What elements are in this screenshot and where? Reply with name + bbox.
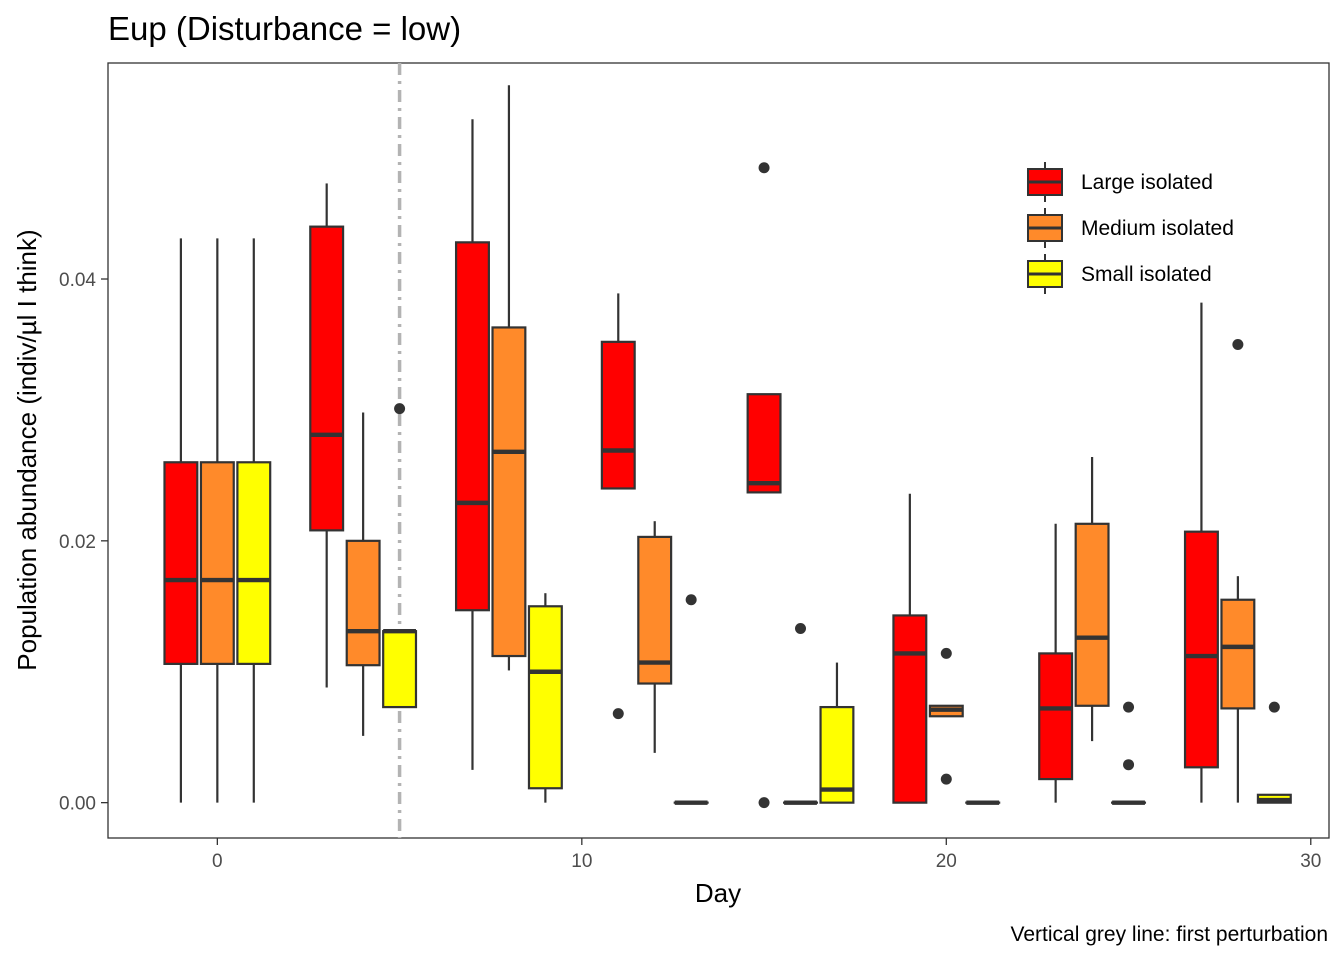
outlier-point (685, 594, 697, 606)
box-body (746, 393, 782, 494)
box-body (1074, 522, 1110, 707)
box-0-2 (454, 119, 490, 770)
outlier-point (1123, 701, 1135, 713)
legend-item-2: Small isolated (1027, 254, 1212, 294)
box-body (163, 461, 199, 665)
box-2-0 (236, 238, 272, 803)
y-tick-label: 0.04 (59, 270, 96, 291)
box-1-1 (345, 412, 381, 736)
box-2-6 (1111, 701, 1147, 805)
legend-item-0: Large isolated (1027, 162, 1213, 202)
box-body (309, 225, 345, 532)
box-0-7 (1183, 302, 1219, 803)
box-body (1038, 652, 1074, 781)
box-body (600, 340, 636, 490)
box-body (527, 605, 563, 790)
legend-item-1: Medium isolated (1027, 208, 1234, 248)
box-2-3 (673, 594, 709, 805)
outlier-point (940, 773, 952, 785)
box-body (892, 614, 928, 804)
x-axis-title: Day (695, 878, 741, 908)
box-body (345, 539, 381, 667)
outlier-point (758, 162, 770, 174)
box-body (236, 461, 272, 665)
box-1-5 (928, 647, 964, 785)
box-1-3 (637, 521, 673, 753)
box-body (637, 535, 673, 685)
box-2-7 (1256, 701, 1292, 804)
box-body (819, 705, 855, 804)
box-0-0 (163, 238, 199, 803)
outlier-point (940, 647, 952, 659)
box-0-1 (309, 183, 345, 688)
box-1-4 (783, 623, 819, 805)
box-body (199, 461, 235, 665)
legend-label: Medium isolated (1081, 217, 1234, 240)
y-axis-title: Population abundance (indiv/µl I think) (12, 229, 42, 670)
box-1-6 (1074, 457, 1110, 742)
y-tick-label: 0.02 (59, 532, 96, 553)
box-0-4 (746, 162, 782, 809)
box-0-6 (1038, 523, 1074, 803)
box-0-3 (600, 293, 636, 720)
box-1-7 (1220, 338, 1256, 803)
chart-title: Eup (Disturbance = low) (108, 10, 461, 47)
box-1-2 (491, 85, 527, 671)
outlier-point (758, 797, 770, 809)
outlier-point (394, 403, 406, 415)
chart-caption: Vertical grey line: first perturbation (1011, 923, 1328, 946)
legend-label: Small isolated (1081, 263, 1212, 286)
outlier-point (1232, 338, 1244, 350)
box-2-4 (819, 662, 855, 804)
outlier-point (612, 708, 624, 720)
box-body (454, 241, 490, 612)
outlier-point (795, 623, 807, 635)
box-2-1 (382, 403, 418, 709)
x-tick-label: 20 (936, 851, 957, 872)
box-1-0 (199, 238, 235, 803)
x-tick-label: 30 (1300, 851, 1321, 872)
box-body (382, 630, 418, 709)
legend: Large isolated Medium isolated Small isola… (1027, 162, 1234, 294)
x-tick-label: 10 (571, 851, 592, 872)
axis-layer: 0 10 20 30 0.00 0.02 0.04 (59, 270, 1321, 872)
outlier-point (1268, 701, 1280, 713)
y-tick-label: 0.00 (59, 794, 96, 815)
boxplot-layer (163, 85, 1292, 809)
box-body (491, 326, 527, 658)
box-body (1220, 598, 1256, 710)
x-tick-label: 0 (212, 851, 223, 872)
legend-label: Large isolated (1081, 171, 1213, 194)
box-2-2 (527, 593, 563, 803)
box-body (1183, 530, 1219, 769)
outlier-point (1123, 759, 1135, 771)
box-0-5 (892, 493, 928, 804)
